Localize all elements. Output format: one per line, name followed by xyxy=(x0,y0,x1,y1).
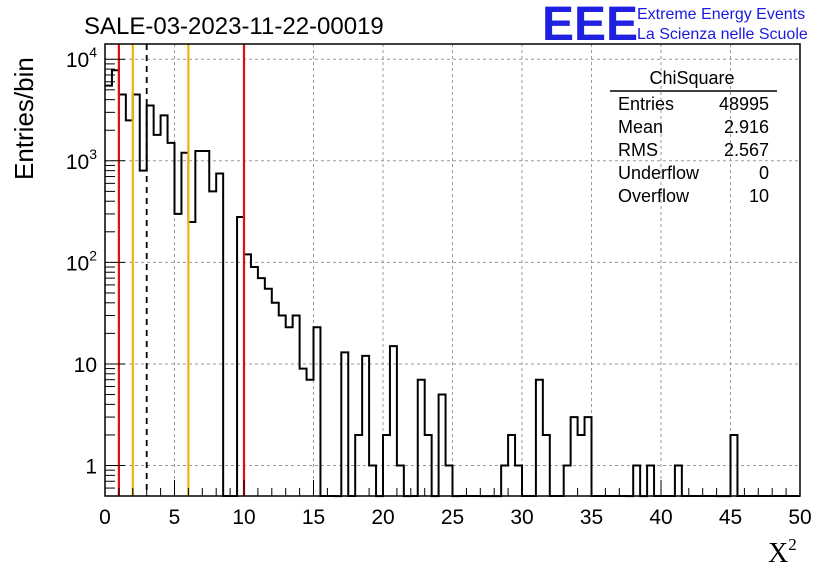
grid-layer xyxy=(105,44,800,496)
vertical-lines-layer xyxy=(117,44,246,496)
y-tick-label-1000: 103 xyxy=(66,146,97,174)
ticks-layer xyxy=(104,58,801,496)
stats-value-entries: 48995 xyxy=(719,94,769,114)
logo-line-1: Extreme Energy Events xyxy=(637,6,805,23)
x-axis-title-superscript: 2 xyxy=(788,535,797,554)
stats-rows: Entries 48995 Mean 2.916 RMS 2.567 Underflow 0 O… xyxy=(618,94,769,206)
y-tick-label-1: 1 xyxy=(85,456,97,479)
y-tick-label-10000: 104 xyxy=(66,44,97,72)
x-tick-label-30: 30 xyxy=(510,506,533,529)
x-tick-label-0: 0 xyxy=(99,506,111,529)
x-tick-label-25: 25 xyxy=(441,506,464,529)
y-tick-label-base: 10 xyxy=(66,151,89,174)
y-tick-label-exponent: 3 xyxy=(89,146,97,162)
x-tick-label-10: 10 xyxy=(232,506,255,529)
y-axis-title: Entries/bin xyxy=(9,57,39,180)
y-tick-label-base: 10 xyxy=(66,49,89,72)
stats-value-overflow: 10 xyxy=(749,186,769,206)
y-tick-label-exponent: 2 xyxy=(89,247,97,263)
stats-label-underflow: Underflow xyxy=(618,163,700,183)
x-tick-label-35: 35 xyxy=(580,506,603,529)
stats-box: ChiSquare Entries 48995 Mean 2.916 RMS 2.567 U… xyxy=(610,68,777,206)
x-axis-title-base: X xyxy=(768,538,788,569)
stats-value-rms: 2.567 xyxy=(724,140,769,160)
logo-line-2: La Scienza nelle Scuole xyxy=(637,26,808,43)
x-axis-title: X2 xyxy=(768,535,797,569)
chart-title: SALE-03-2023-11-22-00019 xyxy=(84,13,384,40)
y-tick-label-10: 10 xyxy=(74,354,97,377)
stats-box-title: ChiSquare xyxy=(649,68,734,88)
eee-logo-mark: EEE xyxy=(542,0,638,51)
y-tick-label-base: 1 xyxy=(85,456,97,479)
y-tick-label-100: 102 xyxy=(66,247,97,275)
x-tick-label-45: 45 xyxy=(719,506,742,529)
stats-value-underflow: 0 xyxy=(759,163,769,183)
stats-label-overflow: Overflow xyxy=(618,186,690,206)
stats-value-mean: 2.916 xyxy=(724,117,769,137)
eee-logo: EEE Extreme Energy Events La Scienza nel… xyxy=(542,0,808,51)
y-tick-label-exponent: 4 xyxy=(89,44,97,60)
y-tick-label-base: 10 xyxy=(74,354,97,377)
y-tick-label-base: 10 xyxy=(66,252,89,275)
stats-label-rms: RMS xyxy=(618,140,658,160)
x-tick-label-40: 40 xyxy=(649,506,672,529)
x-tick-label-50: 50 xyxy=(788,506,811,529)
stats-label-entries: Entries xyxy=(618,94,674,114)
x-tick-label-20: 20 xyxy=(371,506,394,529)
stats-label-mean: Mean xyxy=(618,117,663,137)
x-tick-label-5: 5 xyxy=(169,506,181,529)
x-tick-label-15: 15 xyxy=(302,506,325,529)
